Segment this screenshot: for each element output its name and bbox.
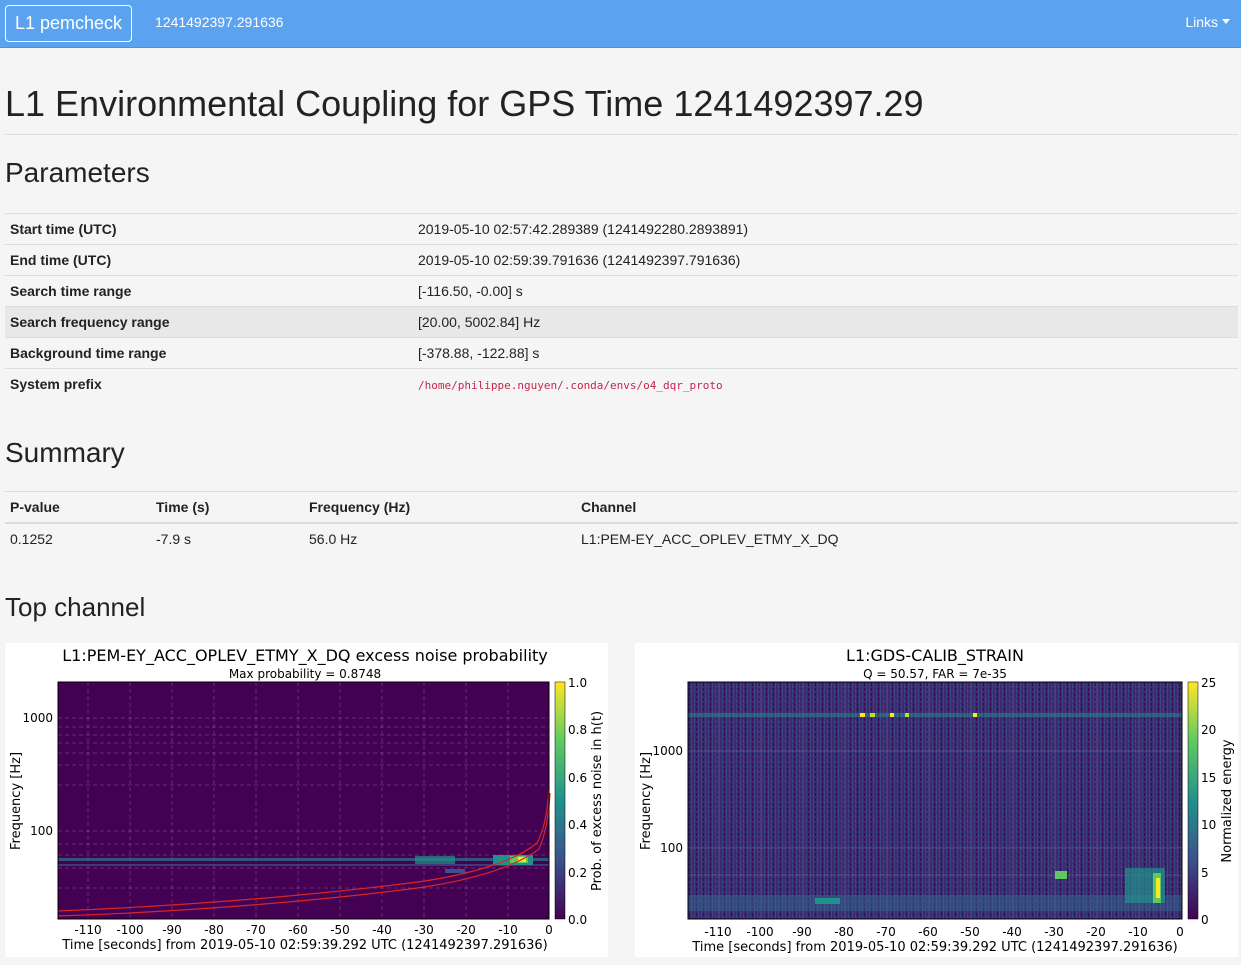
plot-title: L1:PEM-EY_ACC_OPLEV_ETMY_X_DQ excess noi… <box>62 646 548 666</box>
colorbar-ticks: 1.0 0.8 0.6 0.4 0.2 0.0 <box>568 676 587 927</box>
svg-text:1000: 1000 <box>652 744 683 758</box>
svg-text:-10: -10 <box>498 923 518 937</box>
svg-text:-60: -60 <box>918 925 938 939</box>
svg-text:15: 15 <box>1201 771 1216 785</box>
summary-table: P-value Time (s) Frequency (Hz) Channel … <box>5 491 1238 554</box>
excess-noise-plot[interactable]: L1:PEM-EY_ACC_OPLEV_ETMY_X_DQ excess noi… <box>5 643 608 957</box>
svg-text:0.6: 0.6 <box>568 771 587 785</box>
svg-text:-20: -20 <box>1086 925 1106 939</box>
param-row: Search time range [-116.50, -0.00] s <box>5 275 1238 307</box>
colorbar-ticks: 25 20 15 10 5 0 <box>1201 676 1216 927</box>
plot-subtitle: Max probability = 0.8748 <box>229 667 381 681</box>
heatmap-gridlines <box>58 682 549 919</box>
svg-text:0: 0 <box>1176 925 1184 939</box>
param-row: Search frequency range [20.00, 5002.84] H… <box>5 306 1238 338</box>
svg-text:-60: -60 <box>288 923 308 937</box>
svg-text:-50: -50 <box>960 925 980 939</box>
x-ticks: -110 -100 -90 -80 -70 -60 -50 -40 -30 -2… <box>704 925 1183 939</box>
svg-text:5: 5 <box>1201 866 1209 880</box>
svg-text:-50: -50 <box>330 923 350 937</box>
svg-text:-30: -30 <box>414 923 434 937</box>
svg-text:-40: -40 <box>1002 925 1022 939</box>
y-ticks: 1000 100 <box>22 711 53 838</box>
svg-text:20: 20 <box>1201 723 1216 737</box>
svg-text:1000: 1000 <box>22 711 53 725</box>
colorbar <box>1187 681 1199 920</box>
plot-subtitle: Q = 50.57, FAR = 7e-35 <box>863 667 1007 681</box>
heatmap-area <box>58 682 549 919</box>
svg-text:1.0: 1.0 <box>568 676 587 690</box>
svg-text:0.8: 0.8 <box>568 723 587 737</box>
plot-title: L1:GDS-CALIB_STRAIN <box>846 646 1024 666</box>
gps-time-link[interactable]: 1241492397.291636 <box>155 14 284 30</box>
x-axis-label: Time [seconds] from 2019-05-10 02:59:39.… <box>691 940 1177 955</box>
parameters-heading: Parameters <box>5 157 150 188</box>
plot-frame <box>57 681 550 920</box>
param-row: System prefix/home/philippe.nguyen/.cond… <box>5 368 1238 400</box>
links-dropdown[interactable]: Links <box>1185 13 1230 31</box>
x-ticks: -110 -100 -90 -80 -70 -60 -50 -40 -30 -2… <box>74 923 552 937</box>
summary-header-row: P-value Time (s) Frequency (Hz) Channel <box>5 491 1238 524</box>
y-axis-label: Frequency [Hz] <box>639 752 654 850</box>
svg-text:-10: -10 <box>1128 925 1148 939</box>
spectrogram-gridlines <box>688 682 1182 919</box>
svg-text:-90: -90 <box>792 925 812 939</box>
spectrogram-area <box>688 682 1182 919</box>
summary-row: 0.1252 -7.9 s 56.0 Hz L1:PEM-EY_ACC_OPLE… <box>5 522 1238 554</box>
pvalue-cell: 0.1252 <box>5 522 151 554</box>
svg-text:-20: -20 <box>456 923 476 937</box>
svg-text:-30: -30 <box>1044 925 1064 939</box>
colorbar-label: Normalized energy <box>1220 739 1235 862</box>
caret-down-icon <box>1222 19 1230 24</box>
param-row: End time (UTC) 2019-05-10 02:59:39.791636… <box>5 244 1238 276</box>
svg-text:-90: -90 <box>162 923 182 937</box>
svg-text:0.0: 0.0 <box>568 913 587 927</box>
y-axis-label: Frequency [Hz] <box>9 752 24 850</box>
svg-text:10: 10 <box>1201 818 1216 832</box>
svg-text:100: 100 <box>30 824 53 838</box>
svg-text:-100: -100 <box>746 925 773 939</box>
svg-text:-70: -70 <box>246 923 266 937</box>
x-axis-label: Time [seconds] from 2019-05-10 02:59:39.… <box>61 938 547 953</box>
param-row: Background time range [-378.88, -122.88] … <box>5 337 1238 369</box>
col-time: Time (s) <box>151 491 304 524</box>
svg-text:-110: -110 <box>74 923 101 937</box>
title-divider <box>5 134 1238 135</box>
system-prefix-code: /home/philippe.nguyen/.conda/envs/o4_dqr… <box>418 379 723 393</box>
svg-text:0.4: 0.4 <box>568 818 587 832</box>
colorbar-label: Prob. of excess noise in h(t) <box>590 711 605 891</box>
plot-frame <box>687 681 1183 920</box>
svg-text:0: 0 <box>545 923 553 937</box>
parameters-table: Start time (UTC) 2019-05-10 02:57:42.2893… <box>5 213 1238 400</box>
col-frequency: Frequency (Hz) <box>304 491 576 524</box>
col-channel: Channel <box>576 491 1238 524</box>
y-ticks: 1000 100 <box>652 744 683 855</box>
chirp-track <box>57 787 551 917</box>
svg-text:100: 100 <box>660 841 683 855</box>
svg-text:-100: -100 <box>116 923 143 937</box>
top-channel-heading: Top channel <box>5 592 146 622</box>
svg-text:-40: -40 <box>372 923 392 937</box>
svg-text:-70: -70 <box>876 925 896 939</box>
svg-text:-110: -110 <box>704 925 731 939</box>
brand-link[interactable]: L1 pemcheck <box>5 5 133 42</box>
summary-heading: Summary <box>5 437 125 468</box>
navbar: L1 pemcheck 1241492397.291636 Links <box>0 0 1241 48</box>
param-row: Start time (UTC) 2019-05-10 02:57:42.2893… <box>5 213 1238 245</box>
page-title: L1 Environmental Coupling for GPS Time 1… <box>5 83 924 124</box>
time-cell: -7.9 s <box>151 522 304 554</box>
svg-text:0: 0 <box>1201 913 1209 927</box>
links-label: Links <box>1185 14 1218 30</box>
svg-text:0.2: 0.2 <box>568 866 587 880</box>
col-pvalue: P-value <box>5 491 151 524</box>
svg-text:-80: -80 <box>834 925 854 939</box>
frequency-cell: 56.0 Hz <box>304 522 576 554</box>
channel-cell: L1:PEM-EY_ACC_OPLEV_ETMY_X_DQ <box>576 522 1238 554</box>
spectrogram-features <box>688 713 1182 911</box>
colorbar <box>554 681 566 920</box>
qscan-plot[interactable]: L1:GDS-CALIB_STRAIN Q = 50.57, FAR = 7e-… <box>635 643 1238 957</box>
svg-text:-80: -80 <box>204 923 224 937</box>
svg-text:25: 25 <box>1201 676 1216 690</box>
